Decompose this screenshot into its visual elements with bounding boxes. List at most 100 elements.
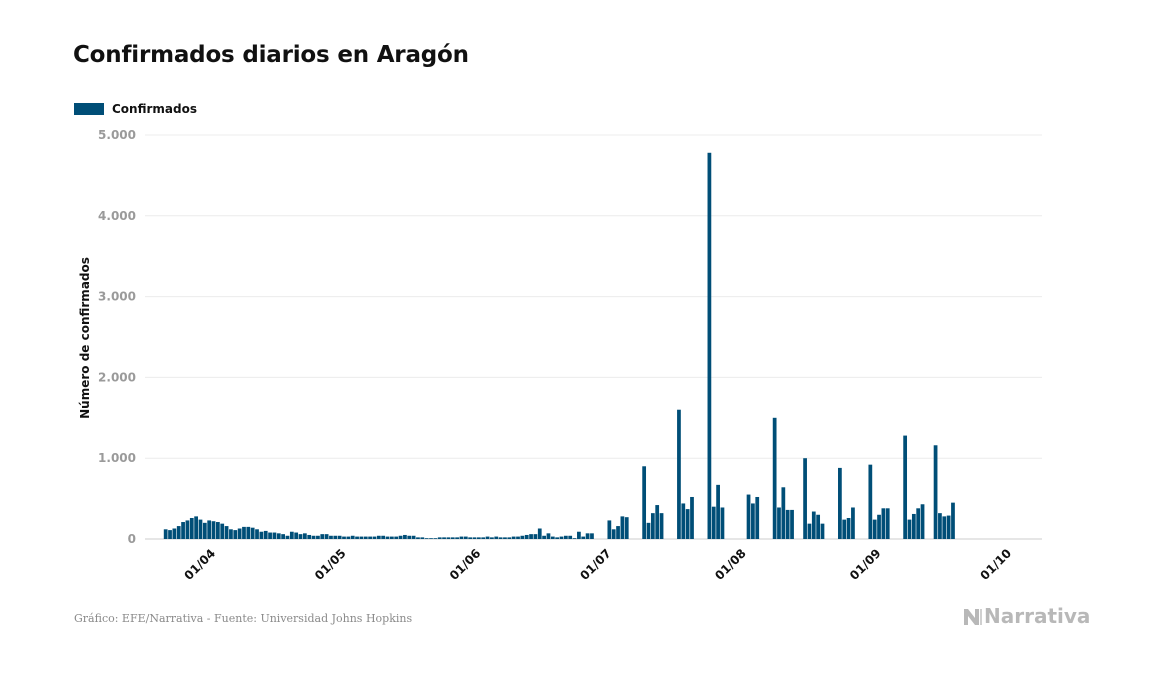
- bar: [298, 534, 303, 539]
- bar: [877, 514, 881, 539]
- bar: [207, 520, 212, 539]
- bar: [342, 536, 346, 539]
- bar: [707, 152, 712, 539]
- bar: [572, 538, 577, 539]
- bar: [951, 502, 955, 539]
- y-tick-label: 4.000: [98, 209, 136, 223]
- bars: [163, 152, 955, 539]
- x-tick-label: 01/05: [312, 546, 349, 583]
- bar: [237, 528, 242, 539]
- bar: [777, 507, 781, 539]
- legend-swatch: [74, 103, 104, 115]
- bar: [846, 517, 851, 539]
- bar: [385, 536, 390, 539]
- bar: [337, 535, 342, 539]
- bar: [398, 535, 403, 539]
- bar: [646, 522, 651, 539]
- bar: [407, 535, 412, 539]
- bar: [885, 508, 890, 539]
- bar: [659, 513, 664, 539]
- bar: [490, 537, 494, 539]
- x-tick-label: 01/08: [712, 546, 749, 583]
- bar: [172, 528, 177, 539]
- bar: [320, 534, 325, 539]
- x-tick-label: 01/10: [978, 546, 1015, 583]
- bar: [459, 536, 464, 539]
- bar: [511, 536, 516, 539]
- bar: [276, 533, 281, 539]
- bar: [872, 519, 877, 539]
- bar: [503, 537, 507, 539]
- bar: [368, 536, 372, 539]
- bar: [450, 537, 455, 539]
- bar: [916, 508, 921, 539]
- bar: [429, 538, 433, 539]
- bar: [720, 507, 725, 539]
- source-note: Gráfico: EFE/Narrativa - Fuente: Univers…: [74, 612, 413, 625]
- x-tick-label: 01/09: [847, 546, 884, 583]
- bar: [255, 529, 259, 539]
- bar: [550, 536, 555, 539]
- bar: [481, 537, 486, 539]
- bar: [272, 532, 277, 539]
- bar: [650, 513, 655, 539]
- bar: [842, 519, 847, 539]
- bar: [590, 533, 594, 539]
- bar: [911, 513, 916, 539]
- bar: [881, 508, 886, 539]
- bar: [568, 535, 573, 539]
- bar: [433, 538, 438, 539]
- bar: [216, 522, 220, 539]
- bar: [229, 529, 233, 539]
- bar: [194, 516, 198, 539]
- bar: [585, 533, 590, 539]
- bar: [611, 529, 616, 539]
- bar: [181, 522, 185, 539]
- bar: [233, 530, 238, 539]
- bar: [772, 417, 777, 539]
- bar: [685, 509, 690, 539]
- bar: [302, 533, 307, 539]
- bar: [563, 535, 568, 539]
- bar: [268, 532, 272, 539]
- x-axis-ticks: 01/04 01/05 01/06 01/07 01/08 01/09 01/10: [182, 546, 1015, 583]
- bar: [616, 526, 620, 539]
- bar: [933, 445, 938, 539]
- bar: [376, 535, 381, 539]
- bar: [529, 534, 533, 539]
- bar: [350, 535, 355, 539]
- bar: [437, 537, 442, 539]
- bar: [559, 536, 564, 539]
- gridlines: [145, 134, 1042, 540]
- x-tick-label: 01/07: [577, 546, 614, 583]
- bar: [746, 494, 751, 539]
- bar: [790, 509, 794, 539]
- y-tick-label: 3.000: [98, 290, 136, 304]
- bar: [690, 496, 694, 539]
- bar: [642, 466, 647, 539]
- bar: [311, 535, 316, 539]
- bar: [851, 507, 855, 539]
- bar: [476, 537, 481, 539]
- bar: [751, 503, 755, 539]
- y-tick-label: 1.000: [98, 451, 136, 465]
- bar: [359, 536, 364, 539]
- bar: [307, 534, 312, 539]
- bar: [259, 531, 264, 539]
- bar: [938, 513, 942, 539]
- bar: [920, 504, 925, 539]
- bar: [903, 435, 908, 539]
- bar: [498, 537, 503, 539]
- brand-name: Narrativa: [984, 604, 1091, 628]
- bar: [533, 534, 538, 539]
- bar: [224, 526, 229, 539]
- y-tick-label: 0: [128, 532, 136, 546]
- bar: [242, 526, 246, 539]
- bar: [607, 520, 612, 539]
- bar: [655, 505, 660, 539]
- bar: [163, 529, 168, 539]
- brand-logo: Narrativa: [963, 604, 1090, 628]
- bar: [411, 535, 416, 539]
- bar: [803, 458, 807, 539]
